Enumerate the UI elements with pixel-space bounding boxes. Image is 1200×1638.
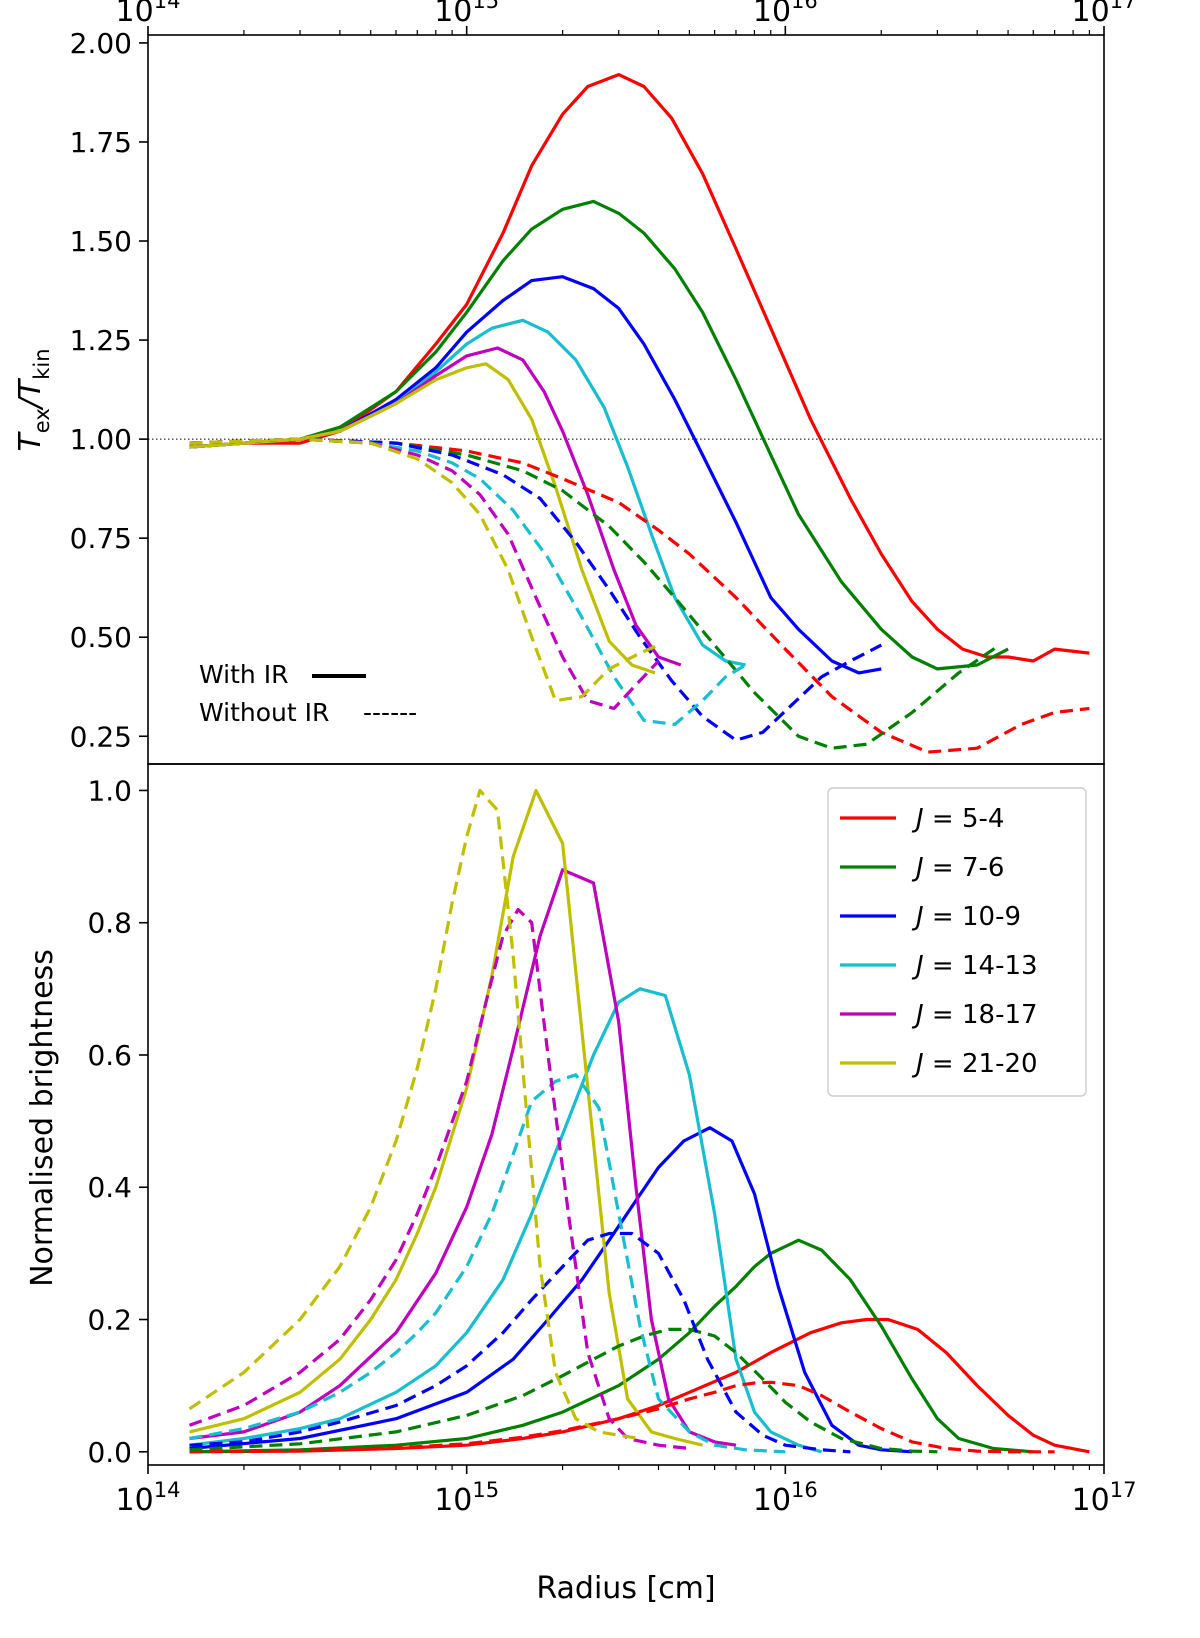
y-tick-label: 0.25	[70, 720, 132, 753]
plot-frame	[147, 763, 1105, 1466]
series-line-dashed-6	[189, 1380, 1055, 1454]
series-line-solid-4	[189, 868, 737, 1447]
series-line-solid-5	[189, 362, 656, 675]
legend-box	[827, 787, 1087, 1097]
y-tick-label: 2.00	[70, 27, 132, 60]
series-line-solid-3	[189, 987, 823, 1454]
x-tick-label: 1015	[434, 1478, 499, 1518]
legend-label: J = 18-17	[911, 1000, 1038, 1030]
x-axis-title: Radius [cm]	[536, 1571, 715, 1606]
legend-label: J = 5-4	[911, 804, 1004, 834]
legend-label-suffix: = 18-17	[924, 1000, 1038, 1030]
y-tick-label: 1.75	[70, 126, 132, 159]
tick-exponent: 14	[154, 1478, 181, 1502]
series-line-dashed-7	[189, 1327, 938, 1454]
tick-exponent: 16	[791, 0, 818, 13]
x-tick-label-top: 1016	[753, 0, 818, 29]
series-line-dashed-11	[188, 788, 641, 1441]
y-axis-title-part: kin	[30, 348, 54, 379]
tick-exponent: 15	[472, 0, 499, 13]
y-tick-label: 1.0	[87, 774, 132, 807]
y-axis-title-part: T	[13, 431, 48, 452]
tick-base: 10	[116, 0, 154, 29]
legend-label: J = 10-9	[911, 902, 1021, 932]
tick-exponent: 15	[472, 1478, 499, 1502]
series-line-dashed-9	[189, 437, 747, 727]
y-tick-label: 0.8	[87, 907, 132, 940]
tick-base: 10	[434, 0, 472, 29]
x-tick-label: 1016	[753, 1478, 818, 1518]
series-line-solid-4	[189, 346, 682, 667]
y-tick-label: 0.50	[70, 621, 132, 654]
series-line-dashed-8	[189, 437, 883, 742]
series-line-dashed-8	[189, 1231, 851, 1454]
series-line-solid-0	[189, 72, 1090, 663]
y-axis-title-part: ex	[30, 408, 54, 433]
x-tick-label-top: 1015	[434, 0, 499, 29]
note-dash-sample: ------	[363, 698, 417, 727]
legend-label: J = 14-13	[911, 951, 1038, 981]
legend-label-suffix: = 10-9	[924, 902, 1021, 932]
series-line-solid-1	[189, 199, 1009, 671]
x-tick-label-top: 1017	[1072, 0, 1137, 29]
y-tick-label: 1.00	[70, 423, 132, 456]
legend-label: J = 7-6	[911, 853, 1004, 883]
series-line-dashed-9	[189, 1073, 786, 1454]
tick-base: 10	[434, 1483, 472, 1518]
legend-label-suffix: = 7-6	[924, 853, 1005, 883]
series-line-solid-2	[189, 275, 882, 675]
legend-label: J = 21-20	[911, 1049, 1038, 1079]
tick-exponent: 14	[154, 0, 181, 13]
tick-base: 10	[116, 1483, 154, 1518]
series-line-solid-3	[189, 318, 746, 667]
legend-label-suffix: = 21-20	[924, 1049, 1038, 1079]
x-tick-label-top: 1014	[116, 0, 181, 29]
series-line-dashed-7	[189, 437, 1001, 750]
x-tick-label: 1017	[1072, 1478, 1137, 1518]
legend-label-suffix: = 14-13	[924, 951, 1038, 981]
series-line-solid-1	[189, 1238, 1034, 1454]
series-line-solid-5	[189, 788, 703, 1447]
tick-base: 10	[1072, 1483, 1110, 1518]
tick-exponent: 17	[1110, 1478, 1137, 1502]
series-line-solid-2	[189, 1126, 913, 1454]
tick-base: 10	[753, 1483, 791, 1518]
y-tick-label: 0.2	[87, 1304, 132, 1337]
y-tick-label: 0.0	[87, 1436, 132, 1469]
plot-frame	[147, 34, 1105, 765]
tick-exponent: 16	[791, 1478, 818, 1502]
y-axis-title: Normalised brightness	[25, 949, 60, 1287]
series-line-dashed-10	[188, 907, 690, 1451]
x-tick-label: 1014	[116, 1478, 181, 1518]
tick-base: 10	[1072, 0, 1110, 29]
y-tick-label: 0.6	[87, 1039, 132, 1072]
note-with-ir: With IR	[199, 660, 288, 689]
y-axis-title-part: /T	[13, 377, 48, 411]
tick-base: 10	[753, 0, 791, 29]
note-without-ir: Without IR	[199, 698, 329, 727]
y-tick-label: 1.50	[70, 225, 132, 258]
y-tick-label: 0.75	[70, 522, 132, 555]
y-axis-title: Tex/Tkin	[13, 348, 54, 451]
series-line-dashed-6	[189, 437, 1090, 754]
y-tick-label: 1.25	[70, 324, 132, 357]
legend-label-suffix: = 5-4	[924, 804, 1005, 834]
y-tick-label: 0.4	[87, 1171, 132, 1204]
series-line-dashed-11	[189, 437, 660, 703]
tick-exponent: 17	[1110, 0, 1137, 13]
